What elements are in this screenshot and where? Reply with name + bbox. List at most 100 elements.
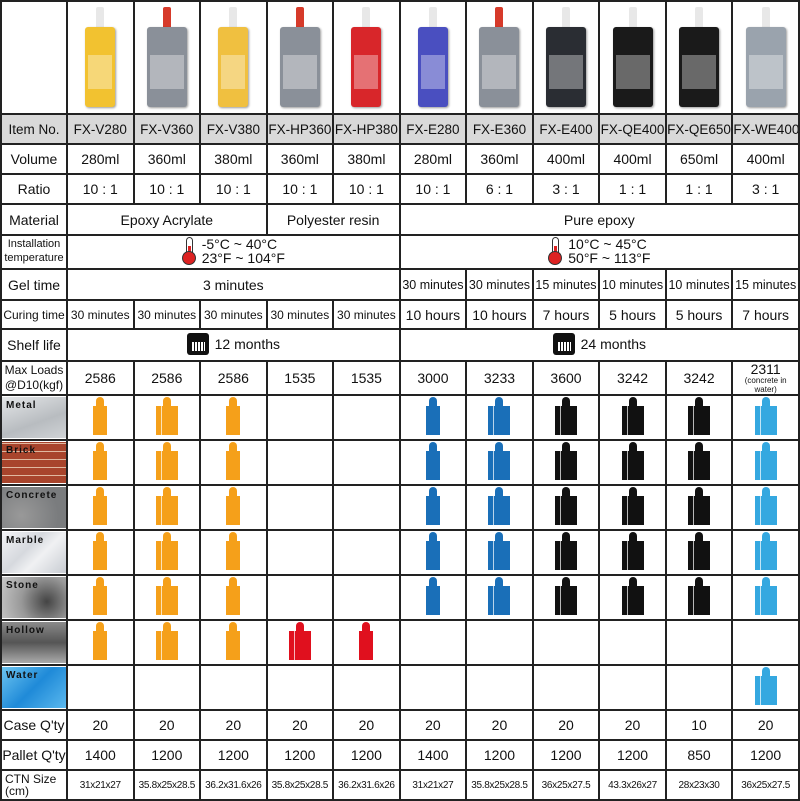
curing-cell: 7 hours — [531, 299, 601, 330]
product-cartridge — [535, 3, 598, 112]
product-image — [664, 0, 734, 115]
gel-cell: 10 minutes — [664, 268, 734, 301]
substrate-label: Concrete — [6, 490, 58, 501]
substrate-label: Stone — [6, 580, 39, 591]
cartridge-icon — [484, 487, 514, 525]
pallet_qty-cell: 1200 — [332, 739, 401, 771]
applicability-cell — [531, 439, 601, 486]
applicability-cell — [199, 439, 268, 486]
applicability-cell — [199, 619, 268, 666]
substrate-row-stone: Stone — [0, 574, 800, 621]
substrate-texture: Hollow — [3, 622, 65, 663]
applicability-cell — [265, 664, 335, 711]
applicability-cell — [265, 529, 335, 576]
cartridge-body — [545, 26, 586, 107]
pallet_qty-cell: 1200 — [265, 739, 335, 771]
max-load-cell: 2311 (concrete in water) — [731, 360, 800, 396]
applicability-cell — [664, 484, 734, 531]
item-cell: FX-QE650 — [664, 113, 734, 145]
cartridge-body — [745, 26, 786, 107]
ratio-cell: 10 : 1 — [66, 173, 135, 205]
material-group: Pure epoxy — [398, 203, 800, 236]
cartridge-icon — [751, 397, 781, 435]
max-load-cell: 3242 — [598, 360, 667, 396]
max-load-cell: 1535 — [265, 360, 335, 396]
cartridge-label — [149, 54, 184, 89]
max-load-value: 3233 — [483, 370, 516, 386]
cartridge-label — [354, 54, 379, 89]
temp-celsius: -5°C ~ 40°C — [201, 235, 278, 252]
material-group: Epoxy Acrylate — [66, 203, 268, 236]
temp-fahrenheit: 50°F ~ 113°F — [568, 249, 651, 266]
cartridge-icon — [618, 397, 648, 435]
applicability-cell — [132, 574, 202, 621]
row-label-ratio: Ratio — [0, 173, 68, 205]
cartridge-icon — [218, 442, 248, 480]
substrate-hollow: Hollow — [0, 619, 68, 666]
substrate-stone: Stone — [0, 574, 68, 621]
cartridge-icon — [684, 577, 714, 615]
temp-text: -5°C ~ 40°C 23°F ~ 104°F — [202, 237, 285, 265]
applicability-cell — [598, 574, 667, 621]
cartridge-body — [679, 26, 720, 107]
cartridge-label — [482, 54, 517, 89]
applicability-cell — [731, 574, 800, 621]
max-load-value: 3242 — [616, 370, 649, 386]
case_qty-cell: 20 — [332, 709, 401, 741]
cartridge-icon — [152, 487, 182, 525]
applicability-cell — [132, 439, 202, 486]
cartridge-icon — [684, 532, 714, 570]
applicability-cell — [731, 619, 800, 666]
curing-cell: 30 minutes — [265, 299, 335, 330]
applicability-cell — [66, 394, 135, 441]
cartridge-icon — [751, 487, 781, 525]
max-load-cell: 3000 — [398, 360, 468, 396]
case_qty-cell: 10 — [664, 709, 734, 741]
temp-text: 10°C ~ 45°C 50°F ~ 113°F — [568, 237, 650, 265]
gel-row: Gel time 3 minutes 30 minutes 30 minutes 15 … — [0, 268, 800, 301]
max-load-value: 2586 — [84, 370, 116, 386]
shelf-life: 24 months — [552, 332, 646, 355]
applicability-cell — [465, 664, 534, 711]
gel-cell: 10 minutes — [598, 268, 667, 301]
cartridge-nozzle — [561, 6, 570, 27]
ctn-cell: 36.2x31.6x26 — [332, 769, 401, 801]
cartridge-icon — [484, 532, 514, 570]
applicability-cell — [132, 529, 202, 576]
applicability-cell — [531, 484, 601, 531]
product-cartridge — [402, 3, 465, 112]
applicability-cell — [132, 664, 202, 711]
cartridge-icon — [618, 532, 648, 570]
item-row: Item No. FX-V280 FX-V360 FX-V380 FX-HP360 FX-… — [0, 113, 800, 145]
cartridge-label — [548, 54, 583, 89]
pallet_qty-cell: 1200 — [465, 739, 534, 771]
cartridge-icon — [85, 397, 115, 435]
cartridge-nozzle — [96, 6, 105, 27]
cartridge-icon — [551, 487, 581, 525]
volume-cell: 400ml — [598, 143, 667, 175]
cartridge-body — [85, 26, 116, 107]
cartridge-icon — [418, 532, 448, 570]
pallet_qty-cell: 1400 — [66, 739, 135, 771]
cartridge-label — [615, 54, 650, 89]
product-cartridge — [468, 3, 531, 112]
product-image — [531, 0, 601, 115]
product-image — [132, 0, 202, 115]
ctn-cell: 31x21x27 — [398, 769, 468, 801]
applicability-cell — [199, 529, 268, 576]
max-load-cell: 2586 — [66, 360, 135, 396]
temp-range: -5°C ~ 40°C 23°F ~ 104°F — [181, 237, 285, 265]
cartridge-icon — [551, 577, 581, 615]
applicability-cell — [398, 439, 468, 486]
cartridge-icon — [418, 487, 448, 525]
applicability-cell — [132, 619, 202, 666]
cartridge-nozzle — [761, 6, 770, 27]
cartridge-icon — [484, 442, 514, 480]
temp-fahrenheit: 23°F ~ 104°F — [201, 249, 285, 266]
product-cartridge — [601, 3, 664, 112]
cartridge-icon — [85, 622, 115, 660]
applicability-cell — [265, 619, 335, 666]
substrate-row-brick: Brick — [0, 439, 800, 486]
item-cell: FX-V280 — [66, 113, 135, 145]
